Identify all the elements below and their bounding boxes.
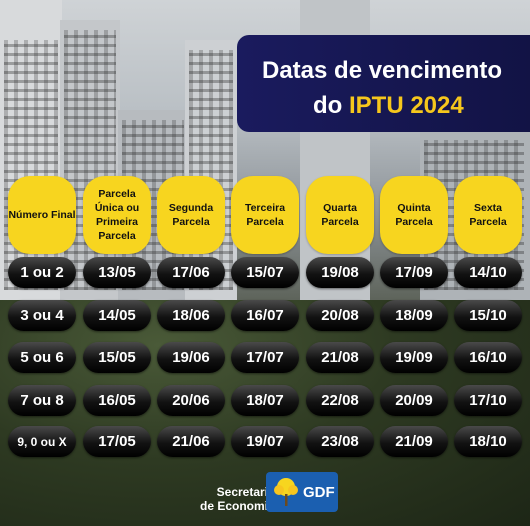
cell-final-digits: 9, 0 ou X [8, 426, 76, 457]
cell-date: 15/10 [454, 300, 522, 331]
cell-date: 17/05 [83, 426, 151, 457]
cell-date: 18/07 [231, 385, 299, 416]
title-highlight: IPTU 2024 [349, 92, 464, 119]
cell-date: 19/08 [306, 257, 374, 288]
cell-date: 14/10 [454, 257, 522, 288]
cell-date: 20/08 [306, 300, 374, 331]
cell-final-digits: 3 ou 4 [8, 300, 76, 331]
cell-date: 20/06 [157, 385, 225, 416]
building-windows [189, 50, 233, 290]
cell-date: 21/08 [306, 342, 374, 373]
gdf-logo [266, 472, 338, 512]
header-parcela-unica: Parcela Única ou Primeira Parcela [83, 176, 151, 254]
header-numero-final: Número Final [8, 176, 76, 254]
cell-date: 13/05 [83, 257, 151, 288]
cell-date: 21/06 [157, 426, 225, 457]
cell-date: 19/07 [231, 426, 299, 457]
title-line-1: Datas de vencimento [262, 57, 503, 84]
cell-date: 15/07 [231, 257, 299, 288]
cell-date: 22/08 [306, 385, 374, 416]
header-terceira-parcela: Terceira Parcela [231, 176, 299, 254]
header-sexta-parcela: Sexta Parcela [454, 176, 522, 254]
cell-date: 19/06 [157, 342, 225, 373]
header-segunda-parcela: Segunda Parcela [157, 176, 225, 254]
header-quarta-parcela: Quarta Parcela [306, 176, 374, 254]
cell-date: 23/08 [306, 426, 374, 457]
cell-date: 18/10 [454, 426, 522, 457]
gdf-logo-text: GDF [303, 484, 335, 501]
cell-date: 15/05 [83, 342, 151, 373]
cell-date: 16/10 [454, 342, 522, 373]
cell-date: 21/09 [380, 426, 448, 457]
title-line-2: do IPTU 2024 [313, 92, 464, 120]
ipe-tree-icon [274, 478, 298, 506]
cell-final-digits: 7 ou 8 [8, 385, 76, 416]
cell-date: 16/05 [83, 385, 151, 416]
cell-date: 17/09 [380, 257, 448, 288]
header-quinta-parcela: Quinta Parcela [380, 176, 448, 254]
cell-date: 14/05 [83, 300, 151, 331]
cell-final-digits: 1 ou 2 [8, 257, 76, 288]
secretaria-line-1: Secretaria [216, 485, 275, 499]
cell-date: 16/07 [231, 300, 299, 331]
title-banner [237, 35, 530, 132]
cell-date: 18/09 [380, 300, 448, 331]
building [185, 40, 237, 300]
cell-date: 20/09 [380, 385, 448, 416]
cell-final-digits: 5 ou 6 [8, 342, 76, 373]
title-prefix: do [313, 92, 343, 119]
cell-date: 17/07 [231, 342, 299, 373]
cell-date: 17/06 [157, 257, 225, 288]
cell-date: 18/06 [157, 300, 225, 331]
cell-date: 17/10 [454, 385, 522, 416]
secretaria-label: Secretaria de Economia [200, 485, 275, 513]
secretaria-line-2: de Economia [200, 499, 275, 513]
cell-date: 19/09 [380, 342, 448, 373]
